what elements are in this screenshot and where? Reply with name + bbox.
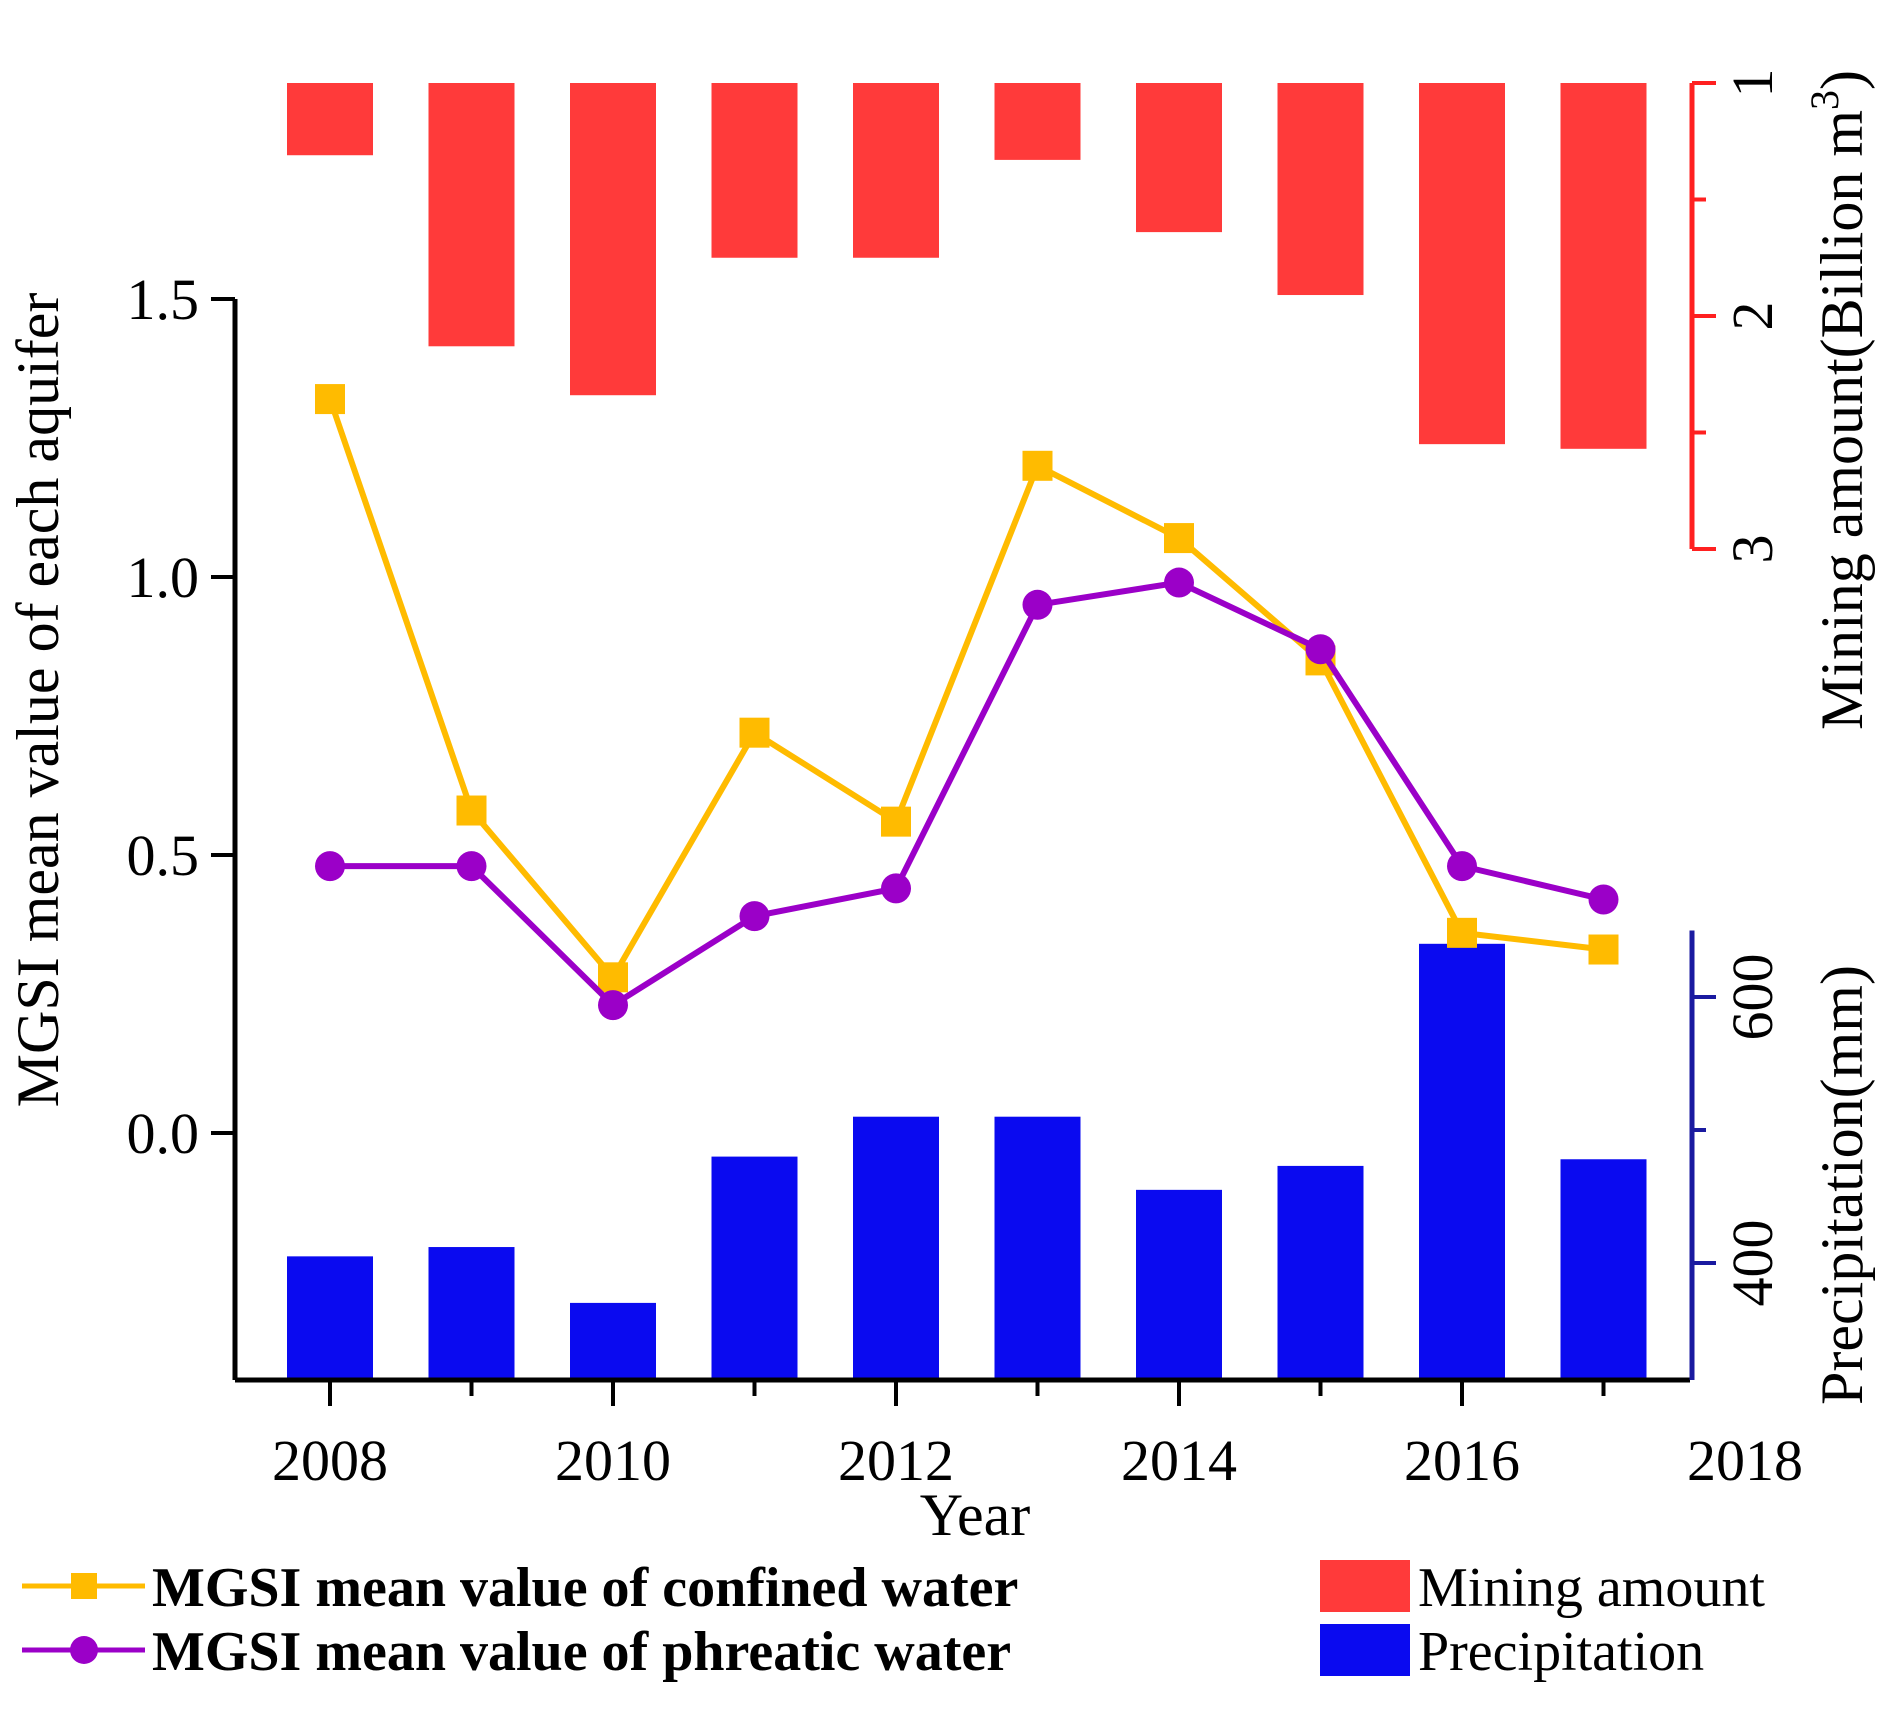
confined-point-2016 (1447, 917, 1477, 948)
mining-axis-title: Mining amount(Billion m3) (1802, 70, 1875, 730)
phreatic-line (330, 579, 1605, 1009)
phreatic-point-2011 (739, 901, 770, 932)
mining-bar-2011 (711, 83, 798, 258)
phreatic-point-2010 (598, 990, 628, 1021)
legend-phreatic-label: MGSI mean value of phreatic water (152, 1621, 1011, 1683)
mining-bar-2015 (1277, 83, 1364, 296)
confined-line (327, 398, 1604, 981)
left-axis: 0.0 0.5 1.0 1.5 (127, 267, 238, 1380)
confined-point-2010 (598, 962, 628, 993)
mining-axis-title-main: Mining amount(Billion m (1809, 110, 1875, 730)
mining-axis: 1 2 3 (1689, 69, 1785, 564)
left-axis-title: MGSI mean value of each aquifer (5, 293, 71, 1108)
left-axis-tick-label: 0.0 (127, 1101, 200, 1166)
legend: MGSI mean value of confined water MGSI m… (22, 1557, 1765, 1683)
phreatic-point-2013 (1022, 589, 1053, 620)
legend-precipitation-swatch (1320, 1624, 1410, 1676)
x-axis-tick-label: 2010 (555, 1428, 671, 1493)
phreatic-point-2009 (456, 851, 487, 882)
legend-phreatic-swatch-marker (70, 1636, 98, 1664)
confined-point-2017 (1588, 934, 1619, 965)
mining-axis-title-close: ) (1809, 70, 1875, 90)
left-axis-tick-label: 0.5 (127, 823, 200, 888)
legend-entry-phreatic: MGSI mean value of phreatic water (22, 1621, 1011, 1683)
phreatic-point-2015 (1305, 634, 1336, 665)
confined-point-2009 (456, 795, 487, 826)
left-axis-tick-label: 1.5 (127, 267, 200, 332)
mining-bar-2016 (1419, 83, 1505, 445)
precipitation-axis-title: Precipitation(mm) (1809, 965, 1875, 1405)
legend-entry-precipitation: Precipitation (1320, 1621, 1704, 1683)
legend-precipitation-label: Precipitation (1418, 1621, 1704, 1683)
confined-point-2011 (739, 717, 770, 748)
mining-bar-2012 (853, 83, 939, 258)
precipitation-bar-2012 (853, 1116, 939, 1380)
precipitation-bar-2014 (1136, 1189, 1222, 1380)
mining-bar-2017 (1560, 83, 1647, 449)
mining-bar-2013 (994, 83, 1081, 160)
precipitation-bar-2016 (1419, 943, 1505, 1380)
phreatic-point-2017 (1588, 884, 1619, 915)
precipitation-bar-2009 (428, 1247, 515, 1380)
precipitation-bar-2013 (994, 1116, 1081, 1380)
phreatic-point-2008 (315, 851, 345, 882)
legend-confined-swatch-marker (71, 1573, 97, 1599)
confined-point-2008 (315, 384, 345, 415)
mining-bar-2009 (428, 83, 515, 347)
legend-mining-label: Mining amount (1418, 1557, 1765, 1619)
left-axis-tick-label: 1.0 (127, 545, 200, 610)
x-axis-tick-label: 2014 (1121, 1428, 1237, 1493)
x-axis-tick-label: 2012 (838, 1428, 954, 1493)
phreatic-point-2016 (1447, 851, 1477, 882)
precipitation-bar-2010 (570, 1302, 656, 1380)
legend-mining-swatch (1320, 1560, 1410, 1612)
mining-axis-tick-label: 3 (1720, 535, 1785, 564)
precipitation-axis: 400 600 (1689, 930, 1785, 1380)
confined-water-series (315, 384, 1619, 993)
phreatic-point-2012 (881, 873, 911, 904)
x-axis-tick-label: 2018 (1687, 1428, 1803, 1493)
precipitation-bars (287, 943, 1647, 1380)
mining-axis-tick-label: 1 (1720, 69, 1785, 98)
phreatic-water-series (315, 567, 1619, 1021)
precipitation-axis-tick-label: 400 (1720, 1220, 1785, 1307)
x-axis: 2008 2010 2012 2014 2016 2018 (235, 1377, 1803, 1493)
legend-confined-label: MGSI mean value of confined water (152, 1557, 1018, 1619)
mining-axis-title-sup: 3 (1802, 90, 1847, 110)
precipitation-bar-2008 (287, 1256, 373, 1380)
mining-bar-2010 (570, 83, 656, 396)
mining-bars (287, 83, 1647, 449)
phreatic-point-2014 (1164, 567, 1194, 598)
mining-bar-2014 (1136, 83, 1222, 233)
x-axis-tick-label: 2016 (1404, 1428, 1520, 1493)
mining-bar-2008 (287, 83, 373, 156)
confined-point-2014 (1164, 523, 1194, 554)
precipitation-bar-2015 (1277, 1165, 1364, 1380)
precipitation-bar-2011 (711, 1156, 798, 1380)
confined-point-2012 (881, 806, 911, 837)
precipitation-bar-2017 (1560, 1159, 1647, 1380)
mining-axis-tick-label: 2 (1720, 302, 1785, 331)
x-axis-tick-label: 2008 (272, 1428, 388, 1493)
legend-entry-confined: MGSI mean value of confined water (22, 1557, 1018, 1619)
confined-point-2013 (1022, 450, 1053, 481)
x-axis-title: Year (920, 1482, 1031, 1548)
precipitation-axis-tick-label: 600 (1720, 954, 1785, 1041)
legend-entry-mining: Mining amount (1320, 1557, 1765, 1619)
